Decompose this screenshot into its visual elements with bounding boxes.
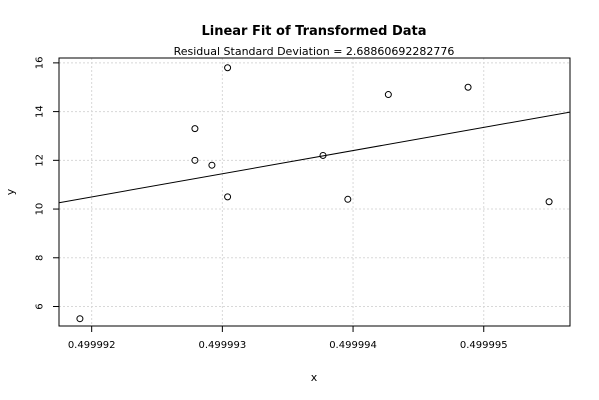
data-point [208, 161, 216, 169]
x-tick-label: 0.499992 [68, 340, 116, 351]
y-tick-label: 6 [35, 303, 46, 309]
fit-line-layer [58, 111, 571, 204]
x-axis-label: x [311, 371, 318, 384]
data-point [191, 156, 199, 164]
data-point [224, 64, 232, 72]
data-point [344, 195, 352, 203]
x-axis: 0.499992 0.499993 0.499994 0.499995 [68, 326, 508, 351]
x-tick-label: 0.499995 [460, 340, 508, 351]
data-point [464, 83, 472, 91]
chart-title: Linear Fit of Transformed Data [201, 24, 426, 39]
chart-subtitle: Residual Standard Deviation = 2.68860692… [174, 45, 455, 58]
y-axis-label: y [4, 188, 17, 195]
data-point [384, 91, 392, 99]
y-tick-label: 14 [35, 105, 46, 118]
y-tick-label: 10 [35, 203, 46, 216]
grid-layer [59, 58, 570, 326]
y-tick-label: 12 [35, 154, 46, 167]
y-tick-label: 8 [35, 255, 46, 261]
data-point [191, 125, 199, 133]
data-point [319, 151, 327, 159]
y-axis: 6 8 10 12 14 16 [35, 57, 59, 310]
y-tick-label: 16 [35, 57, 46, 70]
data-point [545, 198, 553, 206]
x-tick-label: 0.499993 [199, 340, 247, 351]
plot-frame [58, 57, 571, 327]
points-layer [76, 64, 553, 323]
data-point [76, 315, 84, 323]
data-point [224, 193, 232, 201]
x-tick-label: 0.499994 [329, 340, 377, 351]
regression-line [58, 111, 571, 204]
